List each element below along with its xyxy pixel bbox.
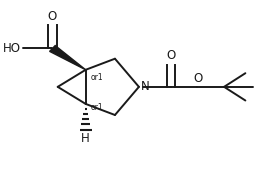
Polygon shape: [49, 46, 86, 70]
Text: H: H: [81, 132, 90, 145]
Text: O: O: [193, 72, 203, 85]
Text: or1: or1: [90, 73, 103, 82]
Text: O: O: [166, 49, 175, 62]
Text: O: O: [48, 10, 57, 23]
Text: or1: or1: [90, 103, 103, 112]
Text: N: N: [141, 80, 150, 93]
Text: HO: HO: [3, 42, 21, 55]
